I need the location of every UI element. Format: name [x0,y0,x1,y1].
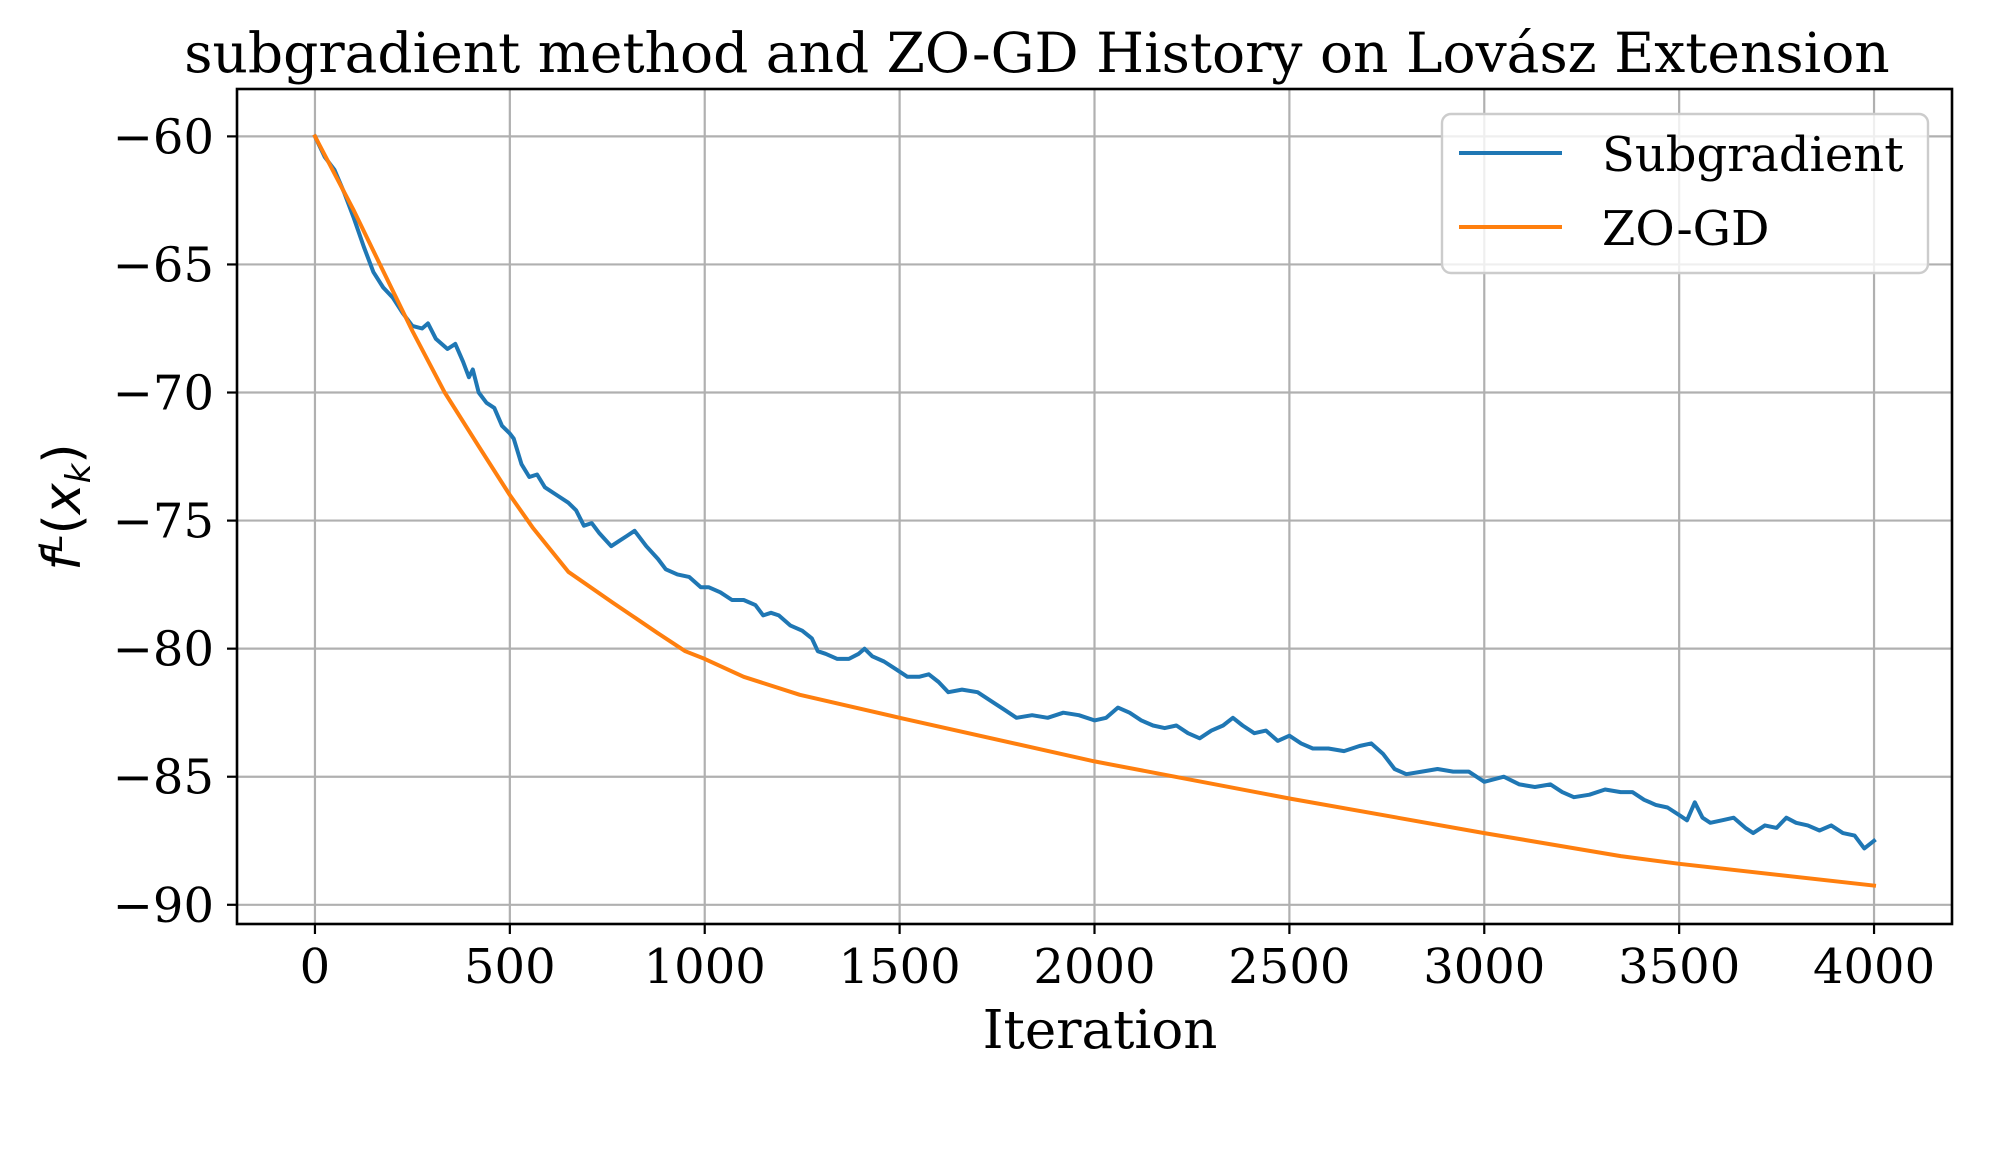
x-tick-label: 1500 [839,939,961,995]
legend-label-subgradient: Subgradient [1602,127,1904,183]
y-axis: −60 −65 −70 −75 −80 −85 −90 [113,109,237,934]
y-tick-label: −75 [113,494,214,550]
x-tick-label: 1000 [644,939,766,995]
y-tick-label: −90 [113,878,214,934]
y-axis-label: fL(xk) [32,443,99,570]
x-tick-label: 2500 [1228,939,1350,995]
x-tick-label: 0 [300,939,331,995]
x-axis: 0 500 1000 1500 2000 2500 3000 3500 4000 [300,924,1935,995]
y-label-subscript: k [59,462,99,483]
series-line-subgradient [312,133,1877,851]
legend: Subgradient ZO-GD [1440,112,1930,275]
y-tick-label: −60 [113,109,214,165]
y-label-superscript: L [32,534,70,552]
y-label-open-paren: ( [33,514,93,534]
x-tick-label: 3000 [1423,939,1545,995]
y-label-close-paren: ) [33,443,93,463]
x-tick-label: 3500 [1618,939,1740,995]
x-tick-label: 500 [464,939,556,995]
legend-label-zo-gd: ZO-GD [1602,201,1770,257]
grid-horizontal [237,135,1952,906]
x-axis-label: Iteration [983,1000,1218,1061]
y-tick-label: −85 [113,750,214,806]
series-layer [312,133,1877,888]
y-label-var: x [33,482,93,516]
x-tick-label: 2000 [1033,939,1155,995]
x-tick-label: 4000 [1813,939,1935,995]
chart-title: subgradient method and ZO-GD History on … [184,21,1889,85]
y-tick-label: −70 [113,366,214,422]
y-tick-label: −65 [113,237,214,293]
series-line-zo-gd [312,133,1877,888]
y-tick-label: −80 [113,622,214,678]
legend-box [1440,112,1930,275]
